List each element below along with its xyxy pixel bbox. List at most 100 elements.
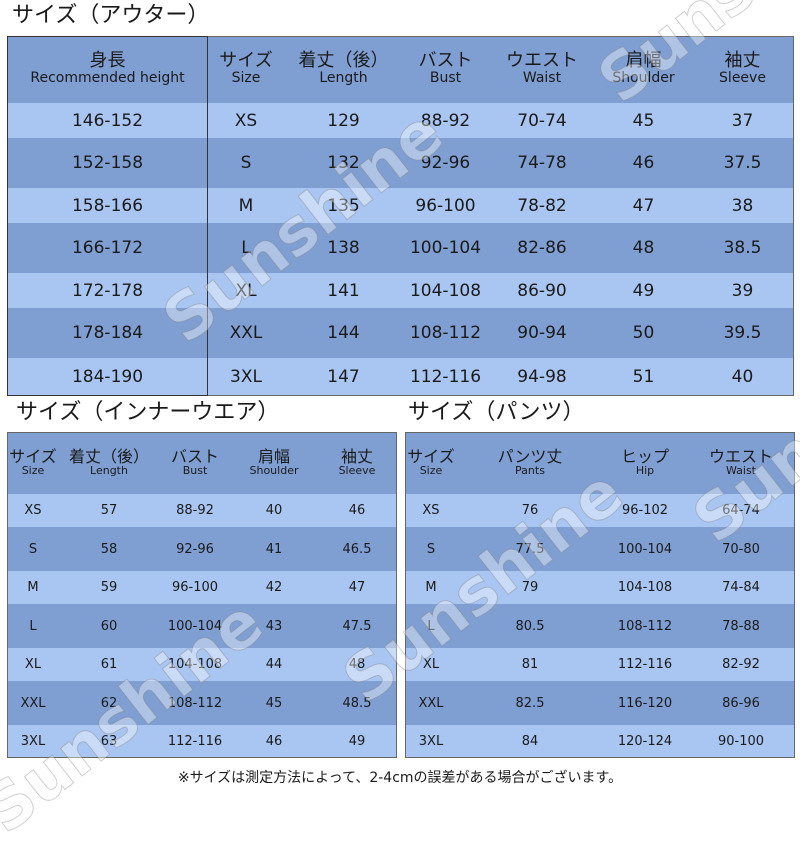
pants-header-pants-length: パンツ丈 Pants	[497, 446, 563, 478]
outer-header-size: サイズ Size	[219, 50, 273, 87]
outer-header-row: 身長 Recommended height サイズ Size 着丈（後） Lengt…	[7, 36, 794, 103]
waist-cell: 78-82	[517, 195, 567, 216]
measurement-note: ※サイズは測定方法によって、2-4cmの誤差がある場合がございます。	[177, 770, 623, 786]
size-cell: L	[241, 238, 251, 258]
bust-cell: 112-116	[409, 367, 482, 387]
size-cell: M	[425, 580, 437, 595]
sleeve-cell: 49	[348, 734, 366, 749]
shoulder-cell: 51	[632, 367, 655, 387]
outer-header-shoulder: 肩幅 Shoulder	[612, 50, 675, 87]
hip-cell: 96-102	[621, 503, 669, 518]
table-row: 152-158 S 132 92-96 74-78 46 37.5	[7, 138, 794, 188]
inner-section-title: サイズ（インナーウエア）	[16, 400, 280, 425]
size-cell: XS	[234, 110, 258, 131]
length-cell: 144	[327, 323, 360, 343]
table-row: XXL 82.5 116-120 86-96	[405, 681, 795, 725]
bust-cell: 100-104	[167, 618, 223, 634]
bust-cell: 104-108	[409, 280, 482, 301]
height-cell: 184-190	[71, 367, 144, 387]
table-row: 166-172 L 138 100-104 82-86 48 38.5	[7, 223, 794, 273]
table-row: S 77.5 100-104 70-80	[405, 527, 795, 571]
bust-cell: 100-104	[409, 238, 482, 258]
table-row: S 58 92-96 41 46.5	[7, 527, 397, 571]
pants-length-cell: 80.5	[515, 618, 545, 634]
outer-header-bust: バスト Bust	[418, 50, 473, 87]
waist-cell: 64-74	[722, 503, 760, 518]
length-cell: 135	[327, 195, 360, 216]
height-cell: 166-172	[71, 238, 144, 258]
size-cell: 3XL	[20, 734, 46, 749]
bust-cell: 104-108	[167, 657, 223, 672]
bust-cell: 96-100	[171, 580, 219, 595]
inner-size-table: サイズ Size 着丈（後） Length バスト Bust 肩幅 Shoulder 袖…	[7, 432, 397, 758]
sleeve-cell: 48.5	[342, 695, 372, 711]
pants-length-cell: 79	[521, 580, 539, 595]
pants-header-waist: ウエスト Waist	[708, 446, 773, 478]
sleeve-cell: 37.5	[723, 153, 762, 173]
length-cell: 138	[327, 238, 360, 258]
hip-cell: 108-112	[617, 618, 673, 634]
pants-size-table: サイズ Size パンツ丈 Pants ヒップ Hip ウエスト Waist XS 76 9…	[405, 432, 795, 758]
bust-cell: 108-112	[167, 695, 223, 711]
waist-cell: 74-84	[722, 580, 760, 595]
shoulder-cell: 46	[265, 734, 283, 749]
size-cell: S	[426, 541, 436, 557]
bust-cell: 112-116	[167, 734, 223, 749]
table-row: XL 61 104-108 44 48	[7, 648, 397, 681]
sleeve-cell: 37	[731, 110, 754, 131]
sleeve-cell: 38.5	[723, 238, 762, 258]
shoulder-cell: 41	[265, 541, 283, 557]
sleeve-cell: 38	[731, 195, 754, 216]
height-cell: 178-184	[71, 323, 144, 343]
size-cell: M	[238, 195, 254, 216]
pants-length-cell: 81	[521, 657, 539, 672]
height-cell: 146-152	[71, 110, 144, 131]
shoulder-cell: 46	[632, 153, 655, 173]
size-cell: S	[240, 153, 252, 173]
size-cell: L	[427, 618, 435, 634]
outer-size-table: 身長 Recommended height サイズ Size 着丈（後） Lengt…	[7, 36, 794, 396]
size-cell: L	[29, 618, 37, 634]
waist-cell: 90-100	[717, 734, 765, 749]
size-cell: XS	[422, 503, 440, 518]
hip-cell: 100-104	[617, 541, 673, 557]
length-cell: 59	[100, 580, 118, 595]
pants-length-cell: 76	[521, 503, 539, 518]
bust-cell: 92-96	[176, 541, 214, 557]
sleeve-cell: 47.5	[342, 618, 372, 634]
outer-header-height: 身長 Recommended height	[30, 50, 185, 87]
size-cell: XXL	[20, 695, 46, 711]
length-cell: 62	[100, 695, 118, 711]
shoulder-cell: 50	[632, 323, 655, 343]
height-cell: 172-178	[71, 280, 144, 301]
bust-cell: 96-100	[415, 195, 476, 216]
inner-header-shoulder: 肩幅 Shoulder	[249, 446, 299, 478]
inner-header-length: 着丈（後） Length	[68, 446, 149, 478]
length-cell: 58	[100, 541, 118, 557]
hip-cell: 116-120	[617, 695, 673, 711]
shoulder-cell: 48	[632, 238, 655, 258]
size-cell: XXL	[229, 323, 263, 343]
shoulder-cell: 44	[265, 657, 283, 672]
size-cell: XXL	[418, 695, 444, 711]
table-row: 158-166 M 135 96-100 78-82 47 38	[7, 188, 794, 223]
length-cell: 60	[100, 618, 118, 634]
shoulder-cell: 47	[632, 195, 655, 216]
waist-cell: 74-78	[517, 153, 567, 173]
size-cell: XL	[24, 657, 42, 672]
hip-cell: 104-108	[617, 580, 673, 595]
pants-length-cell: 82.5	[515, 695, 545, 711]
outer-header-waist: ウエスト Waist	[506, 50, 578, 87]
length-cell: 57	[100, 503, 118, 518]
table-row: L 60 100-104 43 47.5	[7, 604, 397, 648]
sleeve-cell: 39.5	[723, 323, 762, 343]
outer-header-sleeve: 袖丈 Sleeve	[719, 50, 766, 87]
sleeve-cell: 39	[731, 280, 754, 301]
shoulder-cell: 45	[265, 695, 283, 711]
size-cell: 3XL	[230, 367, 262, 387]
height-cell: 152-158	[71, 153, 144, 173]
table-row: 3XL 63 112-116 46 49	[7, 725, 397, 758]
pants-header-row: サイズ Size パンツ丈 Pants ヒップ Hip ウエスト Waist	[405, 432, 795, 494]
height-cell: 158-166	[71, 195, 144, 216]
hip-cell: 112-116	[617, 657, 673, 672]
